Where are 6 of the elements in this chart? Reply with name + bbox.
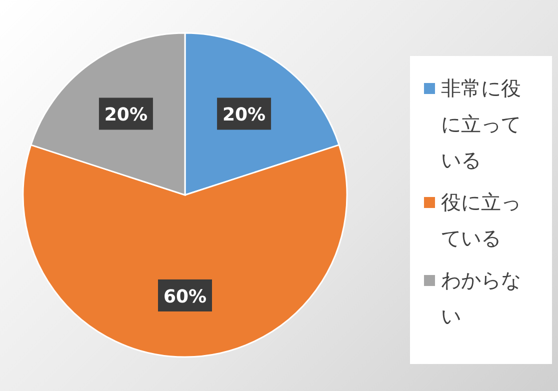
data-label: 20% <box>222 104 266 126</box>
slice-label: 役に立っている <box>441 189 522 252</box>
data-label: 60% <box>163 286 207 308</box>
data-label: 20% <box>104 104 148 126</box>
legend-label: 非常に役に立っている <box>441 75 522 174</box>
legend-label: わからない <box>441 267 522 330</box>
